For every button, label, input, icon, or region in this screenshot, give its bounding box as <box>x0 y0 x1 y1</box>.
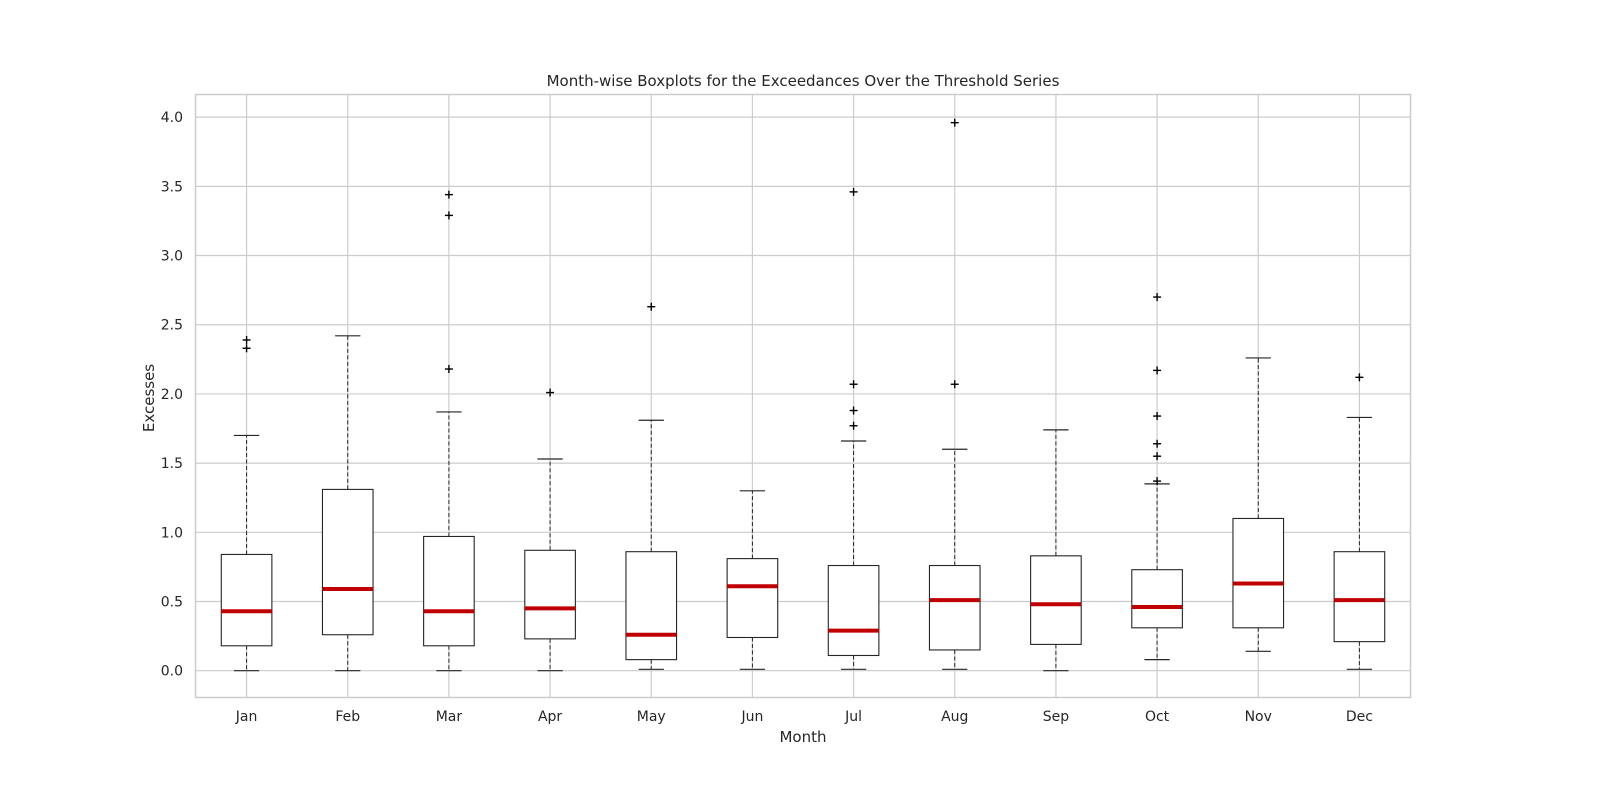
iqr-box <box>524 549 576 640</box>
box-group-dec <box>1333 373 1386 670</box>
iqr-box <box>423 535 475 647</box>
box-group-may <box>625 302 678 670</box>
x-tick-label: Mar <box>436 709 463 725</box>
x-tick-label: Feb <box>335 709 360 725</box>
x-tick-label: Oct <box>1145 709 1170 725</box>
box-group-jan <box>220 335 273 672</box>
y-tick-label: 1.5 <box>161 456 183 472</box>
x-tick-label: Apr <box>538 709 562 725</box>
plot-frame <box>194 93 1412 699</box>
outlier-marker <box>1153 412 1162 421</box>
x-tick-label: Dec <box>1346 709 1373 725</box>
outlier-marker <box>444 211 453 220</box>
outlier-marker <box>1153 452 1162 461</box>
x-tick-label: Nov <box>1245 709 1272 725</box>
y-tick-label: 2.0 <box>161 387 183 403</box>
y-tick-label: 0.0 <box>161 664 183 680</box>
grid-layer <box>196 95 1410 697</box>
iqr-box <box>1030 555 1082 645</box>
x-tick-label: May <box>637 709 666 725</box>
box-group-jul <box>827 187 880 670</box>
iqr-box <box>625 551 678 661</box>
outlier-marker <box>444 365 453 374</box>
iqr-box <box>1131 569 1183 629</box>
y-tick-label: 3.5 <box>161 179 183 195</box>
x-tick-label: Jan <box>235 709 258 725</box>
outlier-marker <box>849 380 858 389</box>
box-group-mar <box>423 190 475 672</box>
box-group-feb <box>321 335 374 672</box>
outlier-marker <box>849 406 858 415</box>
box-group-sep <box>1030 429 1082 672</box>
outlier-marker <box>242 344 251 353</box>
y-axis-label: Excesses <box>140 364 158 432</box>
y-tick-label: 0.5 <box>161 595 183 611</box>
box-group-jun <box>726 490 779 670</box>
iqr-box <box>1333 551 1386 643</box>
x-tick-label: Jul <box>844 709 862 725</box>
outlier-marker <box>950 380 959 389</box>
outlier-marker <box>242 335 251 344</box>
box-group-oct <box>1131 293 1183 661</box>
x-tick-label: Aug <box>941 709 968 725</box>
box-group-nov <box>1232 357 1285 652</box>
outlier-marker <box>444 190 453 199</box>
y-tick-label: 4.0 <box>161 110 183 126</box>
outlier-marker <box>1355 373 1364 382</box>
box-group-apr <box>524 388 576 672</box>
outlier-marker <box>647 302 656 311</box>
y-tick-label: 1.0 <box>161 525 183 541</box>
y-tick-label: 2.5 <box>161 318 183 334</box>
x-tick-label: Sep <box>1043 709 1070 725</box>
outlier-marker <box>1153 366 1162 375</box>
y-tick-labels: 0.0 0.5 1.0 1.5 2.0 2.5 3.0 3.5 4.0 <box>161 110 183 680</box>
box-group-aug <box>928 118 981 670</box>
outlier-marker <box>1153 477 1162 486</box>
outlier-marker <box>1153 293 1162 302</box>
iqr-box <box>928 564 981 651</box>
x-tick-label: Jun <box>740 709 763 725</box>
iqr-box <box>726 558 779 639</box>
outlier-marker <box>1153 439 1162 448</box>
iqr-box <box>321 488 374 636</box>
outlier-marker <box>849 187 858 196</box>
outlier-marker <box>849 421 858 430</box>
outlier-marker <box>546 388 555 397</box>
iqr-box <box>1232 517 1285 629</box>
outlier-marker <box>950 118 959 127</box>
box-series <box>220 118 1386 672</box>
y-tick-label: 3.0 <box>161 249 183 265</box>
x-axis-label: Month <box>779 728 826 746</box>
iqr-box <box>827 564 880 657</box>
x-tick-labels: Jan Feb Mar Apr May Jun Jul Aug Sep Oct Nov Dec <box>235 709 1373 725</box>
chart-title: Month-wise Boxplots for the Exceedances … <box>547 72 1060 90</box>
iqr-box <box>220 553 273 647</box>
